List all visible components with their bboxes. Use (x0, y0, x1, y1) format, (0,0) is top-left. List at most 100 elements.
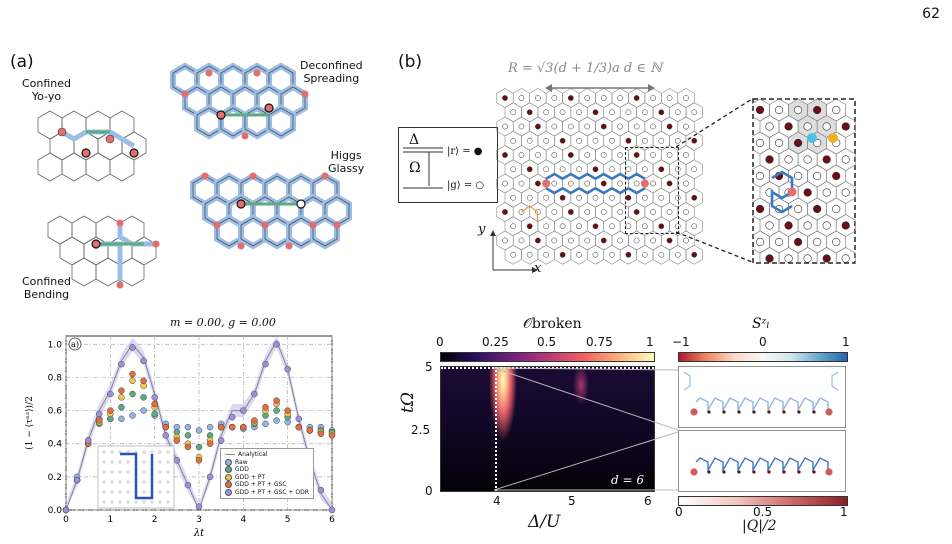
point-gdd-pt-gsc (273, 397, 280, 404)
inset-atom-ground (774, 138, 784, 148)
heatmap-annotation: d = 6 (611, 473, 644, 487)
atom-rydberg (658, 109, 665, 116)
deconfined-label: Deconfined Spreading (300, 59, 363, 85)
atom-ground (633, 237, 640, 244)
atom-rydberg (535, 123, 541, 130)
atom-ground (609, 194, 615, 201)
inset-atom-ground (803, 221, 812, 230)
spin-site (797, 470, 801, 474)
inset-atom-ground (784, 155, 793, 164)
atom-ground (691, 109, 698, 116)
spin-tick-0: 0 (759, 335, 767, 349)
inset-string (770, 170, 794, 214)
atom-ground (526, 194, 533, 201)
atom-ground (674, 137, 681, 144)
x-tick-label: 0 (63, 515, 69, 525)
point-gdd (140, 394, 147, 401)
atom-ground (584, 152, 591, 158)
atom-ground (543, 109, 549, 116)
panel-b-label: (b) (398, 52, 423, 72)
atom-ground (642, 166, 648, 173)
point-raw (262, 420, 269, 428)
x-axis-label: λt (193, 528, 205, 539)
point-gdd-pt-gsc (206, 440, 214, 447)
inset-atom-rydberg (832, 171, 841, 181)
atom-ground (502, 123, 508, 130)
atom-ground (543, 251, 549, 258)
point-raw (206, 423, 214, 431)
atom-ground (551, 209, 558, 215)
y-tick-label: 0.6 (48, 407, 63, 417)
inset-string-end (787, 187, 797, 197)
point-gdd-pt-gsc-odr (162, 432, 169, 439)
inset-atom-ground (774, 105, 784, 115)
panel-a-label: (a) (10, 52, 34, 72)
inset-atom-rydberg (813, 204, 822, 214)
atom-rydberg (666, 123, 673, 130)
inset-atom-rydberg (784, 221, 793, 230)
atom-ground (609, 223, 615, 230)
atom-rydberg (691, 194, 698, 201)
inset-atom-ground (774, 237, 784, 247)
atom-rydberg (633, 95, 640, 101)
plot-badge: a) (71, 340, 79, 349)
point-gdd-pt (129, 377, 136, 384)
q-colorbar (678, 496, 848, 506)
point-raw (184, 423, 192, 431)
atom-ground (617, 152, 624, 158)
atom-ground (543, 194, 549, 201)
atom-rydberg (666, 237, 673, 244)
atom-rydberg (535, 237, 541, 244)
inset-atom-rydberg (755, 204, 765, 214)
point-gdd-pt-gsc (251, 417, 258, 424)
atom-ground (551, 237, 558, 244)
zoom-inset (752, 98, 856, 264)
atom-ground (683, 209, 689, 215)
point-gdd-pt-gsc-odr (62, 506, 70, 514)
y-tick-label: 0.2 (48, 473, 62, 483)
atom-rydberg (502, 209, 508, 215)
point-gdd (184, 432, 192, 439)
spin-site (797, 410, 801, 414)
atom-ground (609, 251, 615, 258)
spin-site (782, 470, 786, 474)
atom-ground (650, 180, 656, 187)
point-gdd (129, 390, 136, 398)
cb-tick-025: 0.25 (482, 335, 509, 349)
panel-a-plot: 0 1 2 3 4 5 6 0.0 0.2 0.4 0.6 0.8 1.0 λt (1 − ⟨τⁿᶻ⟩)/2… (24, 335, 336, 539)
point-gdd-pt-gsc (107, 407, 114, 414)
spin-frame (678, 430, 846, 492)
inset-atom-rydberg (755, 105, 765, 115)
q-tick-0: 0 (675, 505, 683, 519)
inset-atom-ground (832, 105, 841, 115)
point-gdd-pt-gsc-odr (173, 457, 181, 464)
inset-atom-ground (803, 155, 812, 164)
inset-hex (835, 247, 856, 264)
y-tick-label: 1.0 (48, 340, 63, 350)
point-gdd-pt-gsc (295, 423, 302, 431)
inset-atom-rydberg (765, 155, 774, 164)
point-gdd-pt-gsc (140, 377, 147, 384)
atom-rydberg (535, 180, 541, 187)
point-gdd-pt-gsc-odr (96, 410, 103, 418)
point-gdd-pt-gsc-odr (240, 407, 247, 414)
atom-rydberg (559, 137, 566, 144)
atom-ground (592, 137, 599, 144)
atom-rydberg (600, 123, 607, 130)
inset-atom-rydberg (803, 188, 812, 197)
atom-ground (526, 251, 533, 258)
inset-atom-ground (832, 204, 841, 214)
point-gdd-pt-gsc-odr (273, 341, 280, 348)
atom-ground (535, 152, 541, 158)
point-gdd (273, 407, 280, 414)
atom-ground (510, 223, 517, 230)
cb-tick-0: 0 (436, 335, 444, 349)
point-raw (195, 427, 203, 434)
atom-ground (567, 123, 574, 130)
point-gdd-pt-gsc-odr (151, 394, 158, 401)
atom-ground (510, 166, 517, 173)
atom-rydberg (592, 223, 599, 230)
inset-atom-ground (822, 122, 831, 131)
point-gdd-pt-gsc-odr (84, 437, 92, 444)
point-gdd-pt-gsc-odr (229, 413, 236, 421)
